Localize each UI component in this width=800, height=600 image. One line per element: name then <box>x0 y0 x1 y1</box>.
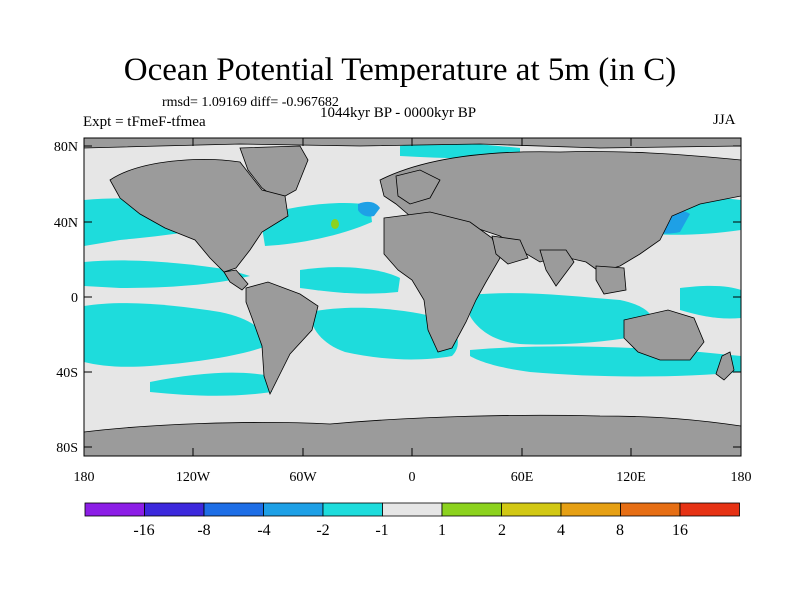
season-label: JJA <box>713 112 736 128</box>
period-label: 1044kyr BP - 0000kyr BP <box>320 105 477 121</box>
lat-tick-40s: 40S <box>56 366 78 381</box>
colorbar-label: 4 <box>557 522 565 539</box>
colorbar-label: 2 <box>498 522 506 539</box>
lon-tick-60w: 60W <box>289 470 317 485</box>
colorbar-box-10 <box>620 502 681 517</box>
colorbar-box-2 <box>144 502 205 517</box>
colorbar-label: -4 <box>257 522 270 539</box>
new-zealand <box>715 351 735 381</box>
lon-tick-marks <box>83 138 742 456</box>
europe <box>395 169 441 205</box>
colorbar-label: 1 <box>438 522 446 539</box>
africa <box>383 211 501 353</box>
colorbar-box-1 <box>84 502 145 517</box>
lon-tick-120w: 120W <box>176 470 211 485</box>
colorbar-box-7 <box>441 502 502 517</box>
south-pacific-band <box>84 303 270 367</box>
colorbar-box-11 <box>679 502 740 517</box>
land-masses <box>84 138 741 456</box>
central-america <box>223 269 249 291</box>
south-atlantic-band <box>310 307 458 360</box>
colorbar-label: 8 <box>616 522 624 539</box>
indian-ocean-band <box>470 293 654 345</box>
south-pacific-east-band <box>150 372 272 396</box>
lat-tick-40n: 40N <box>54 216 78 231</box>
south-america <box>245 281 319 396</box>
colorbar-box-8 <box>501 502 562 517</box>
colorbar-label: 16 <box>672 522 688 539</box>
arabia <box>491 235 529 265</box>
warm-anomaly-patch <box>331 219 339 229</box>
colorbar-label: -8 <box>197 522 210 539</box>
equatorial-atlantic-band <box>300 267 400 294</box>
colorbar-label: -1 <box>375 522 388 539</box>
colorbar-label: -16 <box>133 522 154 539</box>
lon-tick-180-right: 180 <box>731 470 752 485</box>
south-pacific-east-band-2 <box>680 285 741 319</box>
southeast-asia <box>595 265 627 295</box>
chart-title: Ocean Potential Temperature at 5m (in C) <box>123 52 677 88</box>
greenland <box>239 145 309 201</box>
experiment-label: Expt = tFmeF-tfmea <box>83 114 206 130</box>
lon-tick-180-left: 180 <box>74 470 95 485</box>
atlantic-strong-cool <box>358 201 380 217</box>
lat-tick-0: 0 <box>71 291 78 306</box>
lon-tick-0: 0 <box>409 470 416 485</box>
colorbar-box-6 <box>382 502 443 517</box>
australia <box>623 309 705 361</box>
colorbar-box-3 <box>203 502 264 517</box>
colorbar-box-4 <box>263 502 324 517</box>
colorbar-label: -2 <box>316 522 329 539</box>
lon-tick-60e: 60E <box>511 470 534 485</box>
north-america <box>109 159 289 273</box>
colorbar-box-9 <box>560 502 621 517</box>
east-pacific-equatorial-band <box>84 260 250 288</box>
lat-tick-marks <box>84 145 741 448</box>
lat-tick-80s: 80S <box>56 441 78 456</box>
eurasia <box>379 151 741 273</box>
stats-label: rmsd= 1.09169 diff= -0.967682 <box>162 95 339 110</box>
lon-tick-120e: 120E <box>616 470 646 485</box>
lat-tick-80n: 80N <box>54 140 78 155</box>
colorbar <box>84 502 740 517</box>
india <box>539 249 575 287</box>
colorbar-box-5 <box>322 502 383 517</box>
antarctica <box>84 414 741 456</box>
